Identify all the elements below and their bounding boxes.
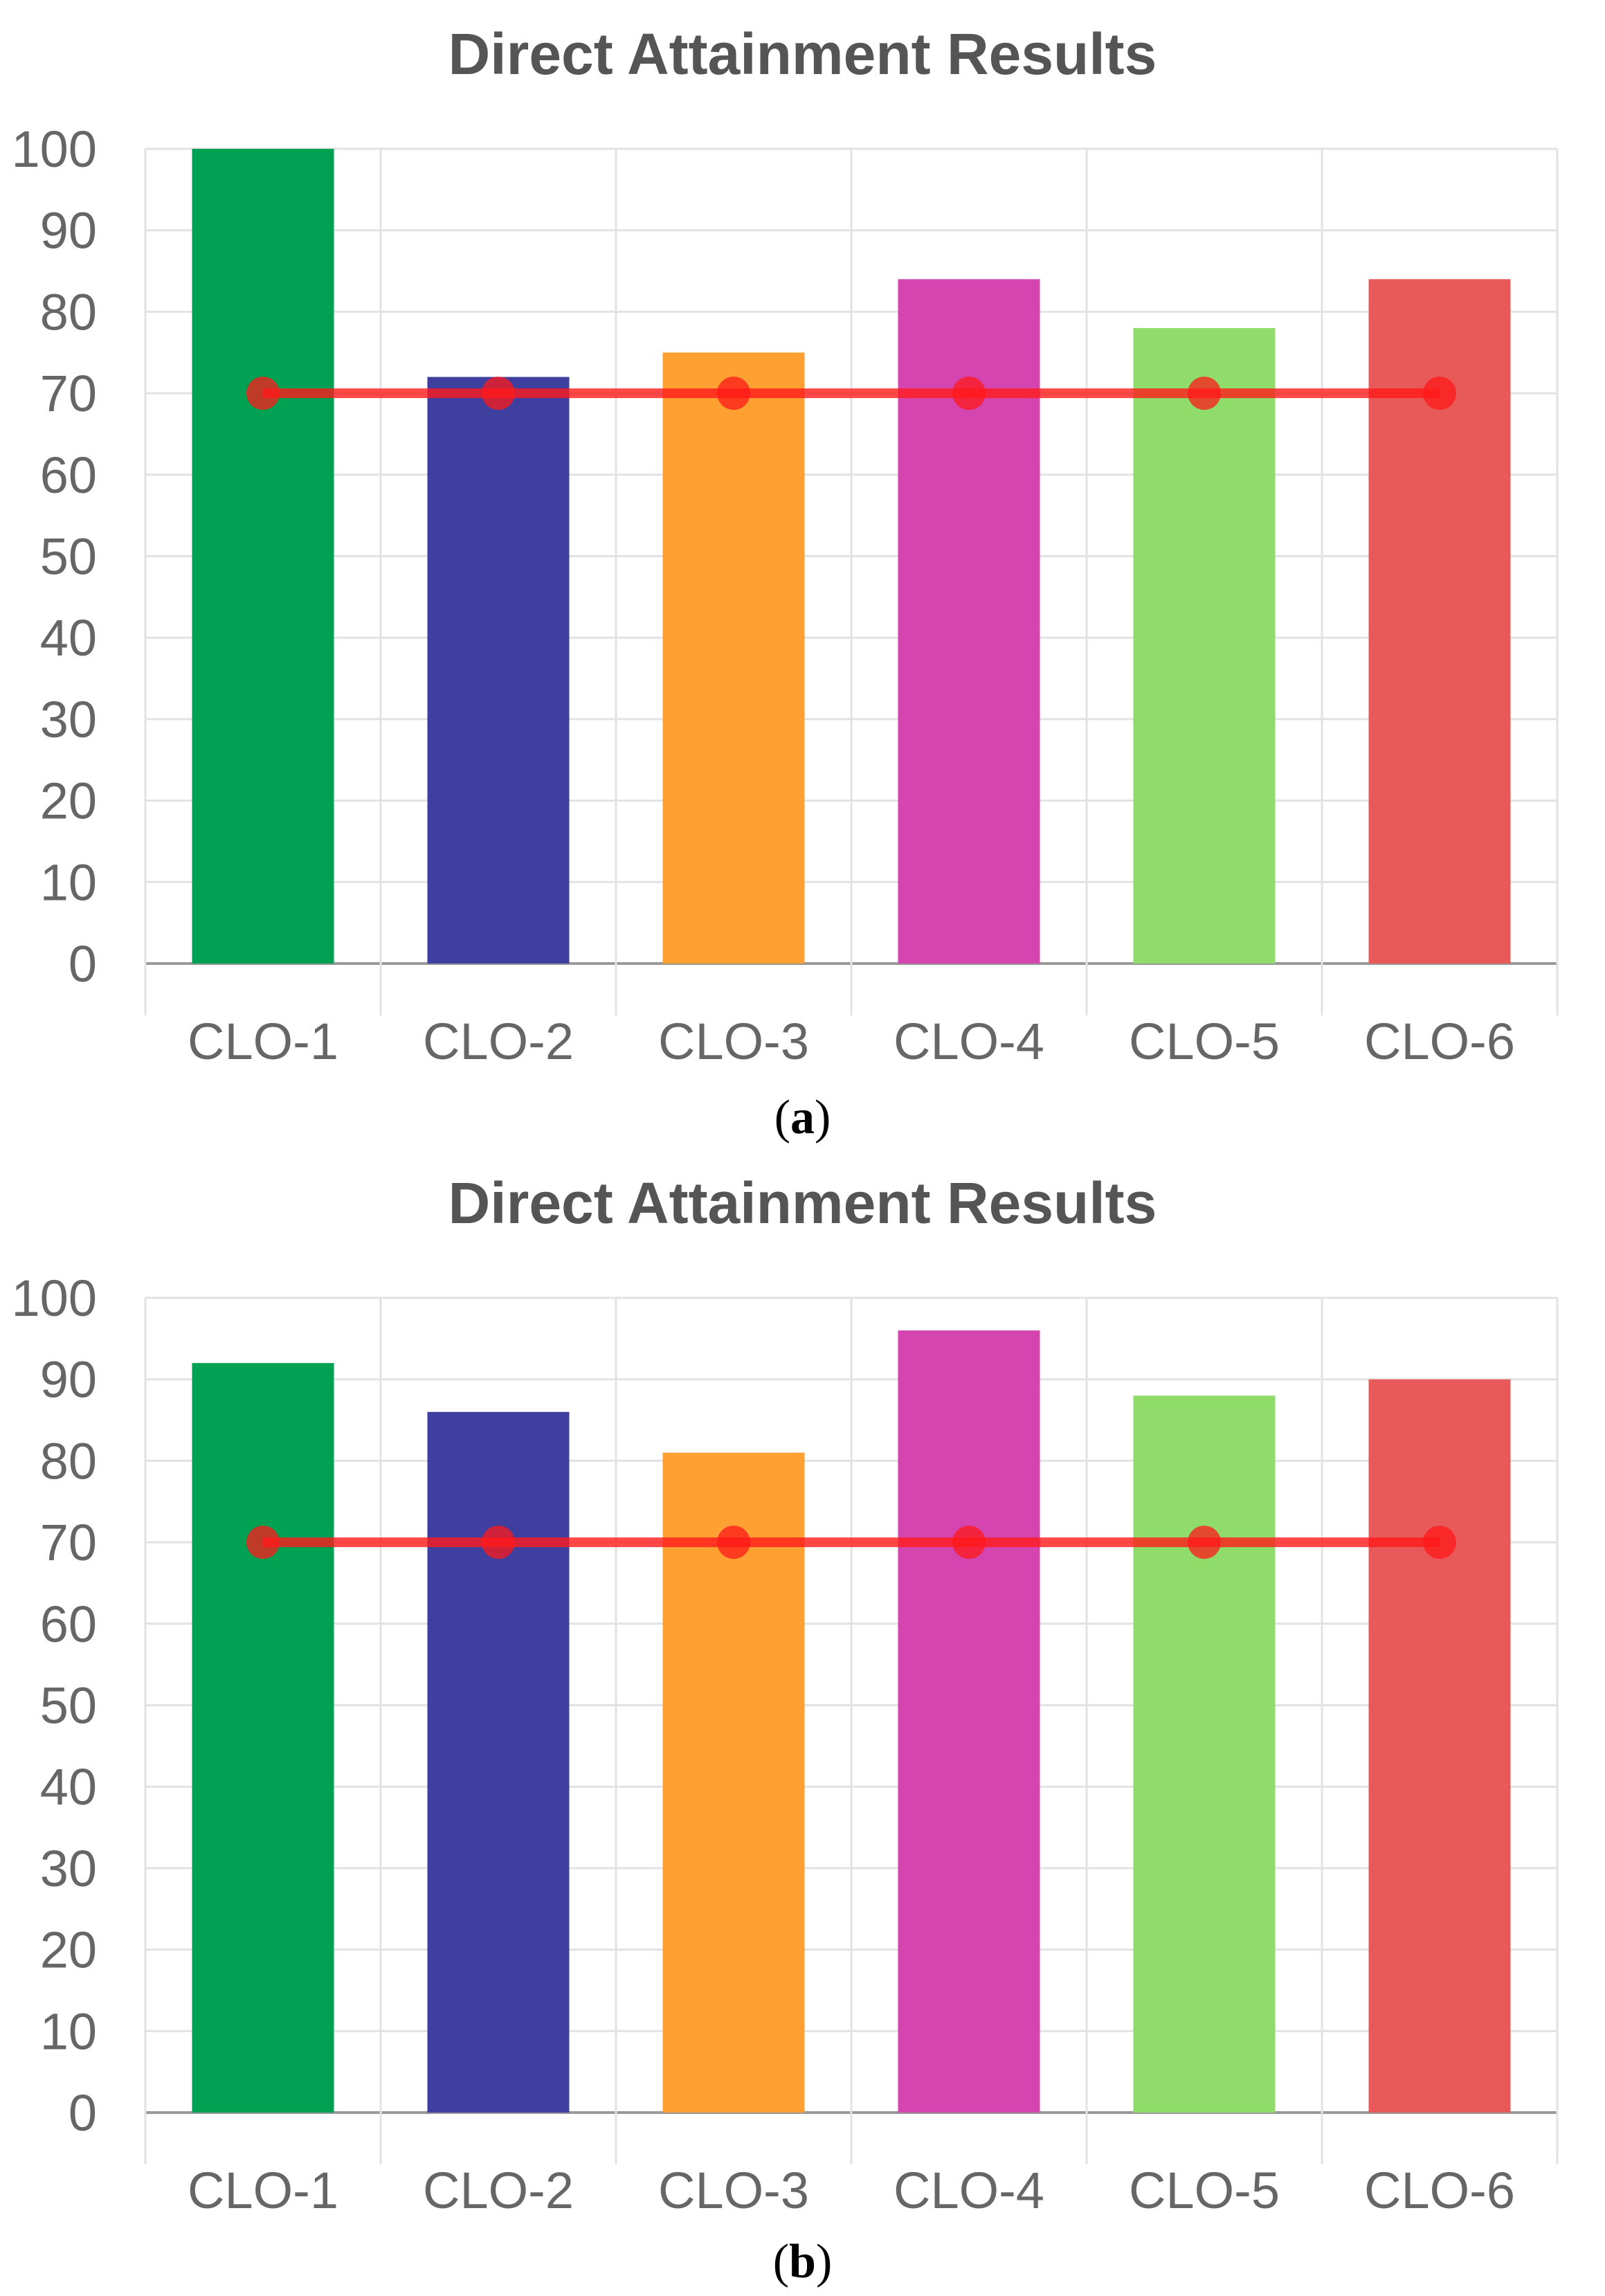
y-tick-label: 40 [40,1758,97,1816]
target-point [717,377,750,410]
bar-clo-2 [427,377,570,964]
y-tick-label: 100 [12,120,97,178]
x-tick-label: CLO-4 [894,2162,1044,2219]
x-tick-label: CLO-3 [658,2162,809,2219]
x-tick-label: CLO-1 [188,1013,338,1070]
y-tick-label: 20 [40,1922,97,1979]
y-tick-label: 60 [40,1596,97,1653]
bar-chart-b: 0 10 20 30 40 50 60 70 80 90 100 CLO-1 CLO-2 CLO-3 CLO… [12,1269,1559,2219]
y-tick-label: 10 [40,2003,97,2060]
target-point [1188,1526,1221,1560]
x-tick-label: CLO-2 [423,1013,574,1070]
x-tick-label: CLO-6 [1364,1013,1515,1070]
y-tick-label: 70 [40,1514,97,1571]
chart-title: Direct Attainment Results [448,1170,1157,1236]
y-tick-label: 90 [40,1351,97,1409]
bar-clo-5 [1133,1395,1276,2113]
bar-clo-4 [898,1330,1040,2113]
x-tick-label: CLO-4 [894,1013,1044,1070]
panel-caption-a: (a) [774,1091,831,1144]
y-tick-label: 80 [40,283,97,341]
y-tick-label: 90 [40,202,97,260]
panel-label: b [789,2235,816,2288]
bar-clo-1 [192,1363,334,2113]
x-tick-label: CLO-2 [423,2162,574,2219]
y-tick-label: 50 [40,1677,97,1735]
y-tick-label: 70 [40,365,97,422]
target-point [952,1526,986,1560]
y-tick-label: 20 [40,772,97,830]
bar-clo-6 [1368,1379,1511,2113]
bar-clo-3 [662,352,805,964]
y-tick-label: 0 [69,935,97,993]
x-tick-label: CLO-6 [1364,2162,1515,2219]
bar-clo-2 [427,1411,570,2113]
target-point [246,1526,280,1560]
panel-caption-b: (b) [772,2235,833,2288]
target-point [246,377,280,410]
x-tick-label: CLO-3 [658,1013,809,1070]
target-point [1188,377,1221,410]
x-tick-label: CLO-1 [188,2162,338,2219]
x-tick-label: CLO-5 [1129,1013,1280,1070]
bar-clo-1 [192,149,334,964]
y-tick-label: 80 [40,1432,97,1490]
target-point [1423,1526,1456,1560]
bar-clo-5 [1133,327,1276,964]
target-point [482,377,515,410]
chart-panel-a: Direct Attainment Results 0 10 20 30 40 50 60 7… [12,21,1559,1144]
y-tick-label: 50 [40,528,97,586]
y-tick-label: 30 [40,1840,97,1897]
bar-chart-a: 0 10 20 30 40 50 60 70 80 90 100 CLO-1 CLO-2 CLO-3 CLO… [12,120,1559,1070]
y-tick-label: 10 [40,853,97,911]
bar-clo-3 [662,1452,805,2113]
y-tick-label: 30 [40,691,97,748]
x-tick-label: CLO-5 [1129,2162,1280,2219]
panel-label: a [790,1091,815,1144]
y-tick-label: 100 [12,1269,97,1327]
y-tick-label: 0 [69,2084,97,2142]
y-tick-label: 60 [40,446,97,504]
target-point [717,1526,750,1560]
chart-title: Direct Attainment Results [448,21,1157,87]
target-point [952,377,986,410]
chart-panel-b: Direct Attainment Results 0 10 20 30 40 50 60 7… [0,1149,1605,2296]
target-point [1423,377,1456,410]
target-point [482,1526,515,1560]
y-tick-label: 40 [40,609,97,667]
